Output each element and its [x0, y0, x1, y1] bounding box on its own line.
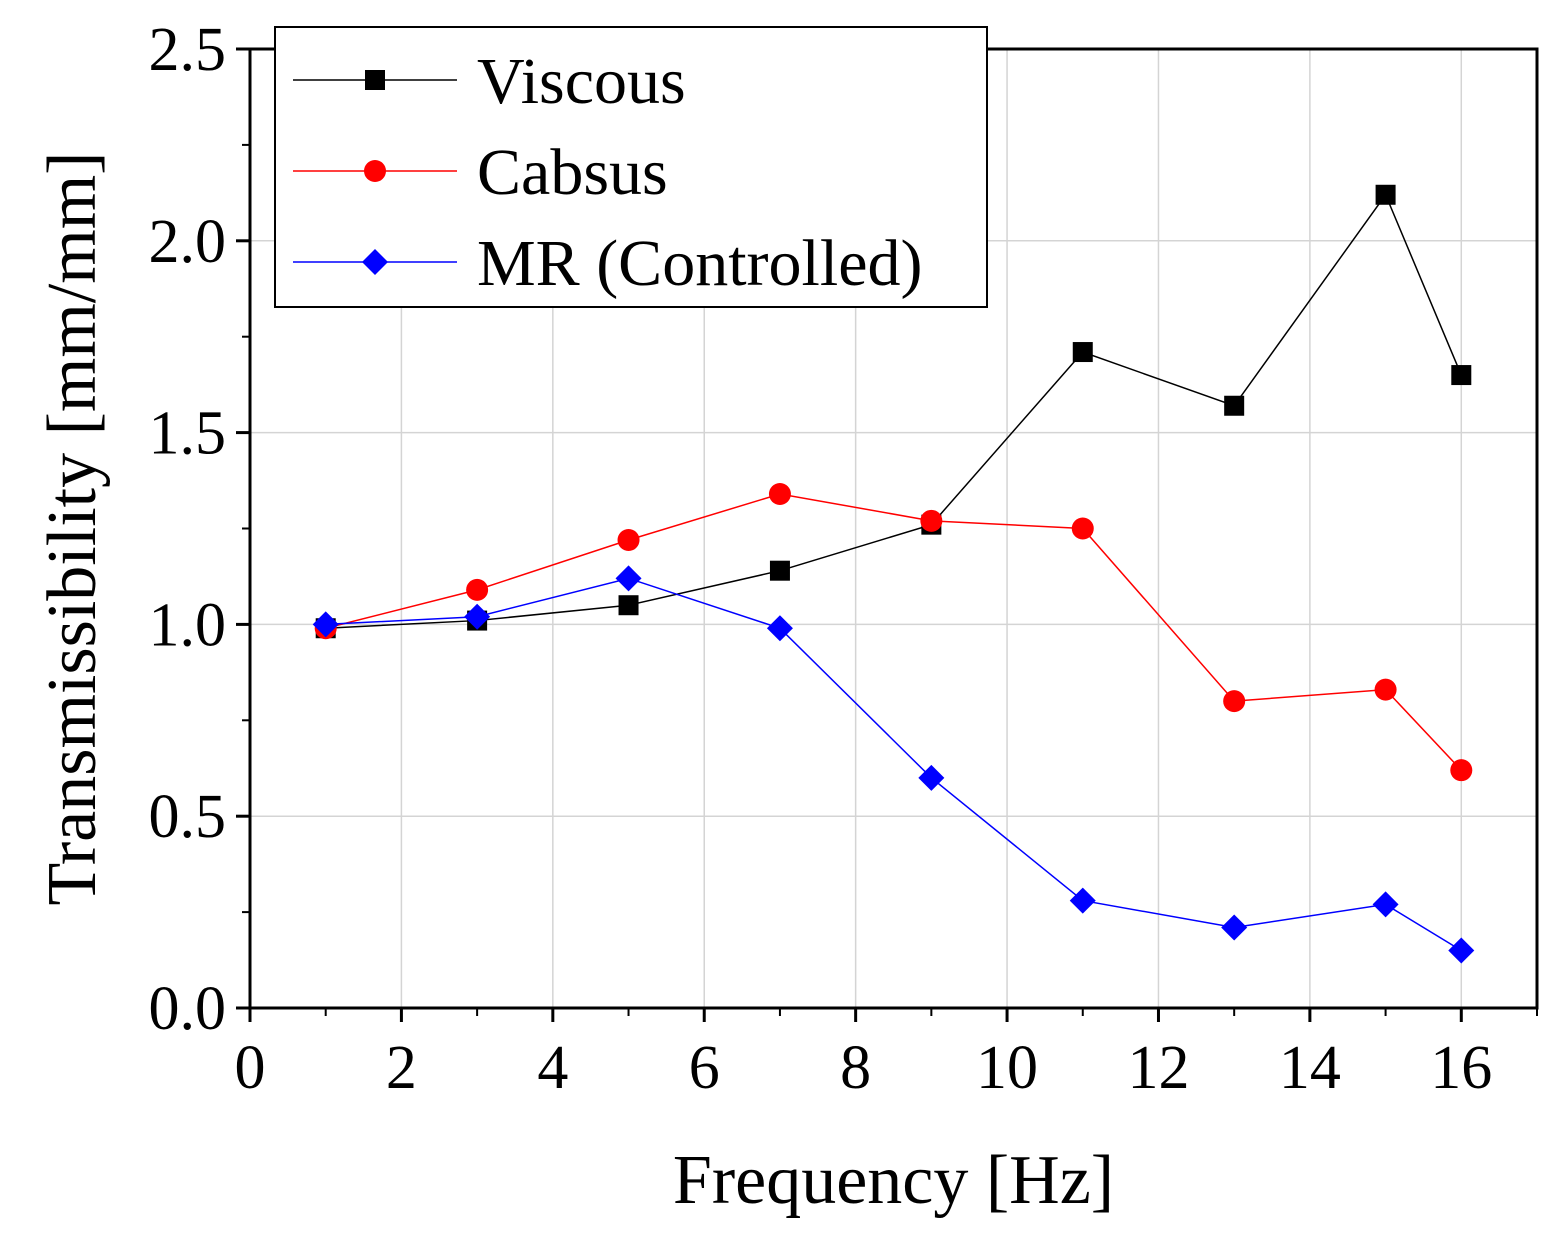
y-tick-label: 0.5: [149, 783, 227, 851]
data-point-cabsus: [1450, 759, 1473, 782]
y-axis-title: Transmissibility [mm/mm]: [34, 152, 111, 906]
legend-marker-cabsus: [364, 160, 386, 182]
y-tick-label: 2.5: [149, 16, 227, 84]
x-tick-label: 16: [1430, 1034, 1492, 1102]
data-point-mr-controlled: [1221, 914, 1248, 941]
data-point-cabsus: [1223, 690, 1246, 713]
data-point-mr-controlled: [464, 603, 491, 630]
series-line-mr-controlled: [325, 577, 1462, 952]
data-point-cabsus: [617, 529, 640, 552]
y-tick-label: 1.5: [149, 400, 227, 468]
data-point-mr-controlled: [1372, 891, 1399, 918]
data-point-cabsus: [1071, 517, 1094, 540]
legend: Viscous Cabsus MR (Controlled): [274, 26, 988, 308]
data-point-mr-controlled: [312, 611, 339, 638]
x-tick-label: 4: [537, 1034, 568, 1102]
y-tick-label: 1.0: [149, 591, 227, 659]
x-tick-label: 12: [1127, 1034, 1189, 1102]
x-axis-ticks: 0 2 4 6 8 10 12 14 16: [235, 1008, 1538, 1102]
x-axis-title: Frequency [Hz]: [673, 1142, 1114, 1219]
data-point-cabsus: [466, 578, 489, 601]
data-point-mr-controlled: [615, 565, 642, 592]
data-point-mr-controlled: [1069, 887, 1096, 914]
data-point-cabsus: [1374, 678, 1397, 701]
series-markers: [312, 184, 1475, 964]
data-point-viscous: [769, 560, 790, 581]
data-point-viscous: [618, 595, 639, 616]
y-axis-ticks: 0.0 0.5 1.0 1.5 2.0 2.5: [149, 16, 250, 1043]
x-tick-label: 14: [1279, 1034, 1341, 1102]
data-point-viscous: [1072, 342, 1093, 363]
x-tick-label: 10: [976, 1034, 1038, 1102]
legend-label-viscous: Viscous: [477, 45, 686, 118]
legend-marker-mr-controlled: [362, 249, 388, 275]
data-point-mr-controlled: [1448, 937, 1475, 964]
y-tick-label: 0.0: [149, 975, 227, 1043]
legend-box: [274, 26, 988, 308]
data-point-viscous: [1375, 184, 1396, 205]
x-tick-label: 8: [840, 1034, 871, 1102]
x-tick-label: 6: [689, 1034, 720, 1102]
data-point-viscous: [1451, 365, 1472, 386]
x-tick-label: 0: [235, 1034, 266, 1102]
legend-label-cabsus: Cabsus: [477, 136, 668, 209]
x-tick-label: 2: [386, 1034, 417, 1102]
data-point-mr-controlled: [766, 615, 793, 642]
data-point-viscous: [1224, 395, 1245, 416]
data-point-mr-controlled: [918, 764, 945, 791]
legend-label-mr-controlled: MR (Controlled): [477, 227, 922, 300]
series-lines: [325, 193, 1462, 952]
data-point-cabsus: [768, 482, 791, 505]
legend-marker-viscous: [365, 70, 385, 90]
y-tick-label: 2.0: [149, 208, 227, 276]
data-point-cabsus: [920, 509, 943, 532]
